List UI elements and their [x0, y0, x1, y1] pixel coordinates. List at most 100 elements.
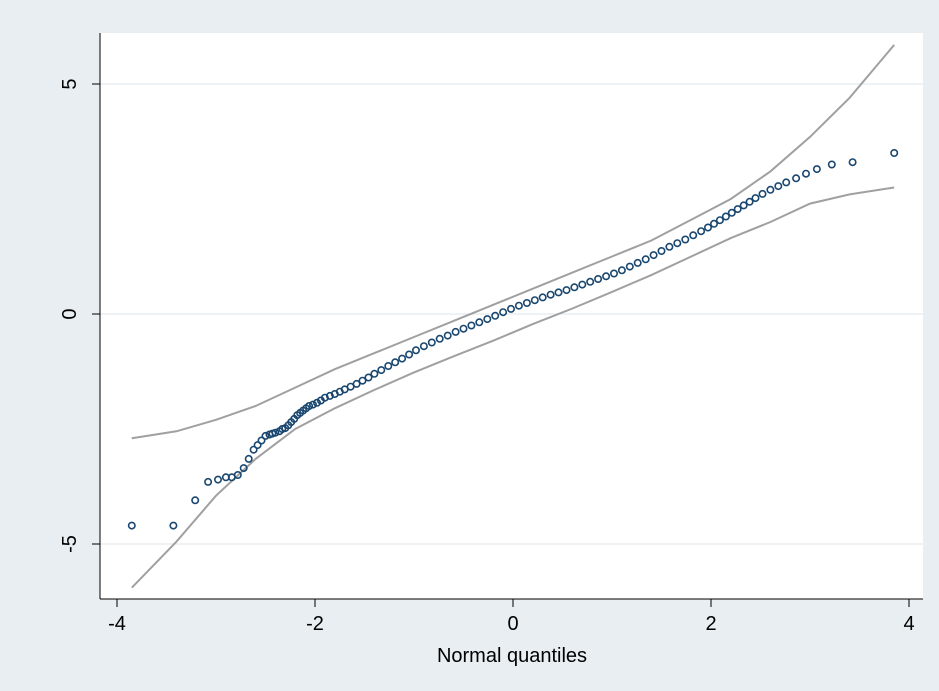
data-point [249, 445, 258, 454]
data-point [758, 189, 767, 198]
data-point [370, 369, 379, 378]
data-point [602, 272, 611, 281]
y-axis-ticks: -5 0 5 [59, 78, 100, 553]
data-point [233, 470, 242, 479]
data-point [261, 431, 270, 440]
data-point [499, 308, 508, 317]
data-point [774, 182, 783, 191]
x-tick-label: 2 [705, 613, 716, 635]
data-point [391, 358, 400, 367]
data-point [522, 298, 531, 307]
data-point [257, 436, 266, 445]
confidence-bands [131, 44, 895, 589]
data-point [419, 342, 428, 351]
data-point [239, 464, 248, 473]
x-axis-ticks: -4 -2 0 2 4 [108, 599, 915, 635]
data-point [398, 354, 407, 363]
data-point [641, 255, 650, 264]
data-point [169, 521, 178, 530]
data-point [801, 169, 810, 178]
data-point [709, 219, 718, 228]
data-point [358, 376, 367, 385]
band-line [131, 186, 895, 589]
data-point [649, 251, 658, 260]
data-point [191, 496, 200, 505]
x-tick-label: -2 [306, 613, 324, 635]
data-point [514, 301, 523, 310]
data-point [812, 165, 821, 174]
data-point [204, 477, 213, 486]
band-line [131, 44, 895, 440]
data-point [127, 521, 136, 530]
y-tick-label: 5 [59, 78, 81, 89]
data-point [827, 160, 836, 169]
data-point [475, 318, 484, 327]
data-point [305, 401, 314, 410]
data-point [689, 231, 698, 240]
data-point [483, 315, 492, 324]
data-point [435, 334, 444, 343]
data-point [721, 212, 730, 221]
x-tick-label: -4 [108, 613, 126, 635]
data-point [405, 350, 414, 359]
data-point [506, 304, 515, 313]
data-point [530, 296, 539, 305]
data-point [364, 373, 373, 382]
data-point [586, 277, 595, 286]
x-tick-label: 0 [507, 613, 518, 635]
x-axis-label: Normal quantiles [437, 645, 587, 667]
data-points [127, 149, 899, 530]
data-point [308, 400, 317, 409]
data-point [633, 258, 642, 267]
data-point [312, 398, 321, 407]
gridlines [100, 83, 923, 545]
data-point [253, 441, 262, 450]
data-point [681, 235, 690, 244]
data-point [491, 311, 500, 320]
plot-area [100, 33, 923, 599]
data-point [782, 178, 791, 187]
data-point [766, 185, 775, 194]
axes [99, 33, 923, 600]
data-point [703, 223, 712, 232]
y-tick-label: 0 [59, 308, 81, 319]
data-point [411, 346, 420, 355]
data-point [745, 197, 754, 206]
data-point [451, 327, 460, 336]
data-point [554, 288, 563, 297]
data-point [377, 366, 386, 375]
data-point [665, 242, 674, 251]
data-point [214, 475, 223, 484]
data-point [739, 201, 748, 210]
data-point [697, 227, 706, 236]
data-point [715, 216, 724, 225]
data-point [443, 331, 452, 340]
data-point [427, 338, 436, 347]
x-tick-label: 4 [903, 613, 914, 635]
data-point [594, 274, 603, 283]
data-point [792, 174, 801, 183]
data-point [848, 158, 857, 167]
data-point [617, 266, 626, 275]
data-point [570, 283, 579, 292]
data-point [562, 286, 571, 295]
data-point [467, 321, 476, 330]
data-point [244, 454, 253, 463]
data-point [578, 280, 587, 289]
data-point [352, 379, 361, 388]
data-point [609, 269, 618, 278]
data-point [546, 290, 555, 299]
data-point [673, 239, 682, 248]
data-point [751, 194, 760, 203]
data-point [271, 428, 280, 437]
data-point [890, 149, 899, 158]
data-point [625, 262, 634, 271]
data-point [733, 205, 742, 214]
data-point [657, 247, 666, 256]
data-point [538, 293, 547, 302]
data-point [459, 324, 468, 333]
y-tick-label: -5 [59, 535, 81, 553]
data-point [384, 361, 393, 370]
data-point [727, 208, 736, 217]
